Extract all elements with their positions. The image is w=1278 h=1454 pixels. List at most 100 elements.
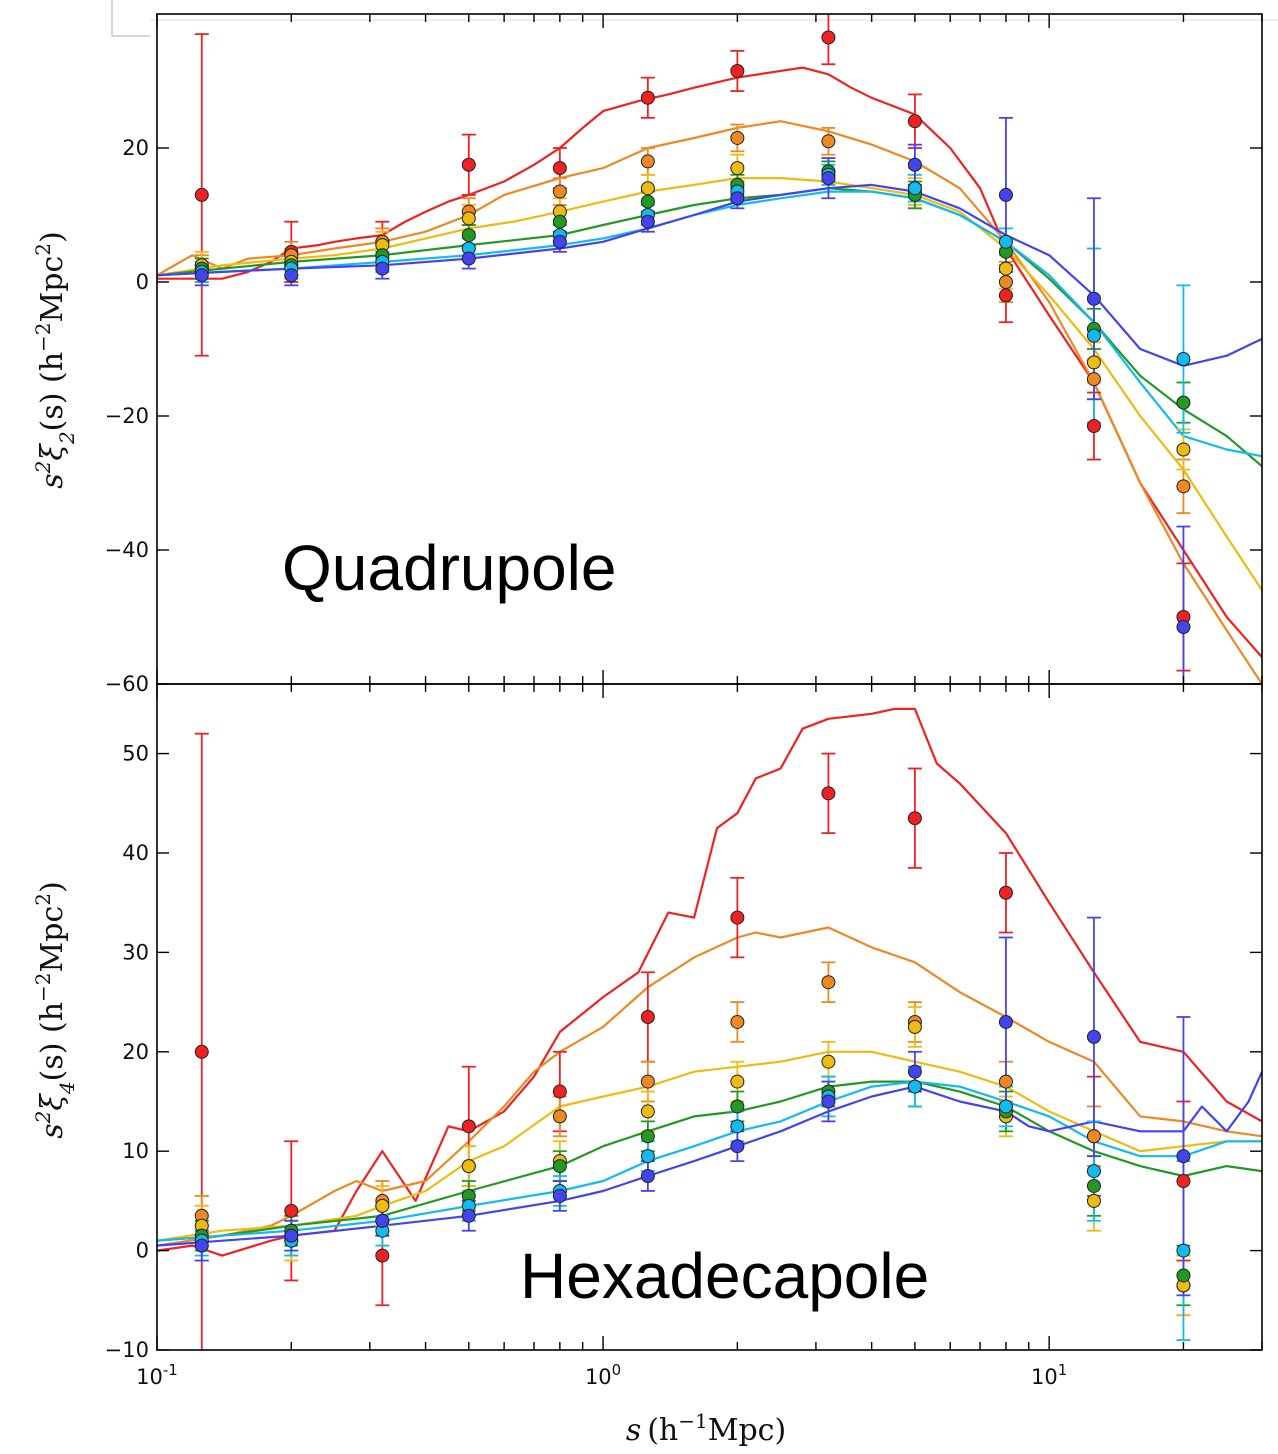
- y-tick-label: 40: [122, 841, 149, 865]
- data-point: [640, 90, 655, 105]
- data-point: [194, 187, 209, 202]
- data-point: [552, 161, 567, 176]
- data-point: [461, 157, 476, 172]
- data-point: [1086, 372, 1101, 387]
- data-point: [730, 1139, 745, 1154]
- data-point: [1086, 355, 1101, 370]
- data-point: [284, 1203, 299, 1218]
- data-point: [998, 187, 1013, 202]
- data-point: [730, 1099, 745, 1114]
- data-point: [640, 214, 655, 229]
- data-point: [730, 910, 745, 925]
- data-point: [461, 1119, 476, 1134]
- data-point: [1176, 1243, 1191, 1258]
- data-point: [907, 1019, 922, 1034]
- data-point: [1176, 1268, 1191, 1283]
- series-line: [157, 190, 1262, 458]
- series-line: [157, 1071, 1262, 1247]
- data-point: [1086, 1178, 1101, 1193]
- data-point: [998, 1074, 1013, 1089]
- hexadecapole-ylabel: s2ξ4(s) (h−2Mpc2): [31, 881, 79, 1138]
- series-line: [157, 183, 1262, 367]
- data-point: [640, 1169, 655, 1184]
- plot-area: [157, 14, 1262, 684]
- x-axis-label: s (h−1Mpc): [626, 1409, 786, 1448]
- y-tick-label: 20: [122, 136, 149, 160]
- data-point: [998, 234, 1013, 249]
- data-point: [907, 114, 922, 129]
- data-point: [284, 268, 299, 283]
- hexadecapole-annotation: Hexadecapole: [520, 1240, 929, 1312]
- data-point: [640, 1104, 655, 1119]
- data-point: [552, 214, 567, 229]
- data-point: [821, 1054, 836, 1069]
- data-point: [1176, 620, 1191, 635]
- data-point: [375, 1198, 390, 1213]
- data-point: [640, 1074, 655, 1089]
- data-point: [730, 191, 745, 206]
- data-point: [194, 1044, 209, 1059]
- data-point: [821, 975, 836, 990]
- y-tick-label: 10: [122, 1139, 149, 1163]
- data-point: [1176, 352, 1191, 367]
- data-point: [1176, 395, 1191, 410]
- data-point: [1086, 1129, 1101, 1144]
- y-tick-label: −60: [105, 672, 149, 696]
- data-point: [907, 811, 922, 826]
- data-point: [552, 234, 567, 249]
- data-point: [375, 261, 390, 276]
- data-point: [907, 1079, 922, 1094]
- data-point: [552, 1159, 567, 1174]
- data-point: [1176, 442, 1191, 457]
- x-tick-label: 10-1: [136, 1361, 178, 1389]
- data-point: [375, 1248, 390, 1263]
- quadrupole-panel: 20 0 −20 −40 −60: [105, 13, 1263, 696]
- series-line: [157, 1080, 1262, 1242]
- y-tick-label: −10: [105, 1338, 149, 1362]
- data-point: [194, 1238, 209, 1253]
- data-point: [907, 1064, 922, 1079]
- quadrupole-annotation: Quadrupole: [282, 532, 616, 604]
- data-point: [1176, 1174, 1191, 1189]
- x-tick-label: 100: [585, 1361, 621, 1389]
- frame-corner-mark: [111, 0, 150, 37]
- data-point: [998, 288, 1013, 303]
- data-point: [375, 1213, 390, 1228]
- data-point: [730, 63, 745, 78]
- data-point: [1086, 291, 1101, 306]
- y-tick-label: −20: [105, 404, 149, 428]
- data-point: [1086, 328, 1101, 343]
- axes-frame: [156, 683, 1263, 1351]
- plot-area: [157, 707, 1262, 1350]
- data-point: [461, 251, 476, 266]
- y-tick-label: 30: [122, 940, 149, 964]
- series-line: [157, 1080, 1262, 1242]
- data-point: [730, 130, 745, 145]
- data-point: [998, 1099, 1013, 1114]
- data-point: [552, 1188, 567, 1203]
- data-point: [552, 184, 567, 199]
- y-tick-label: 0: [136, 270, 149, 294]
- data-point: [821, 1094, 836, 1109]
- data-point: [194, 268, 209, 283]
- data-point: [998, 275, 1013, 289]
- data-point: [730, 1074, 745, 1089]
- data-point: [821, 786, 836, 801]
- data-point: [730, 161, 745, 176]
- y-tick-label: 20: [122, 1040, 149, 1064]
- series-line: [157, 926, 1262, 1247]
- series-line: [157, 707, 1262, 1257]
- data-point: [730, 1119, 745, 1134]
- data-point: [1176, 479, 1191, 494]
- data-point: [1086, 1193, 1101, 1208]
- data-point: [1086, 1164, 1101, 1179]
- data-point: [640, 1129, 655, 1144]
- data-point: [1086, 419, 1101, 434]
- y-tick-label: 50: [122, 742, 149, 766]
- series-line: [157, 120, 1262, 684]
- data-point: [1176, 1149, 1191, 1164]
- data-point: [640, 1149, 655, 1164]
- data-point: [461, 1208, 476, 1223]
- data-point: [461, 228, 476, 243]
